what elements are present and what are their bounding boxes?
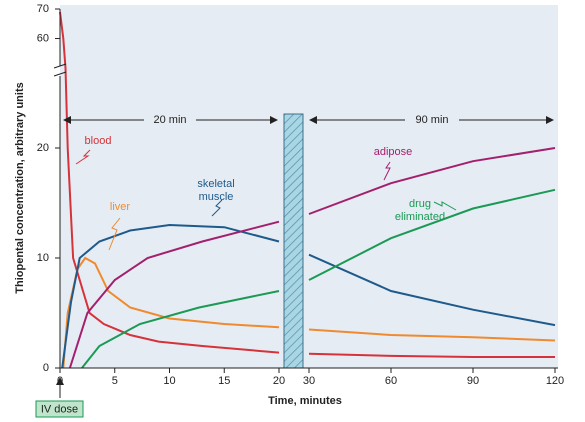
y-axis-label: Thiopental concentration, arbitrary unit… (14, 82, 26, 293)
y-tick-label: 60 (37, 32, 49, 44)
x-tick-label: 0 (57, 375, 63, 387)
interval-label: 20 min (153, 114, 186, 126)
interval-label: 90 min (415, 114, 448, 126)
x-tick-label: 10 (163, 375, 175, 387)
x-tick-label: 90 (467, 375, 479, 387)
series-label: drug eliminated (394, 198, 446, 223)
x-tick-label: 5 (112, 375, 118, 387)
series-line (81, 188, 556, 369)
x-tick-label: 30 (303, 375, 315, 387)
x-tick-label: 20 (273, 375, 285, 387)
dose-box (35, 400, 84, 418)
axis-break (53, 63, 67, 69)
axis-break (53, 71, 67, 77)
y-tick-label: 10 (37, 252, 49, 264)
series-label: blood (84, 135, 112, 147)
x-tick-label: 15 (218, 375, 230, 387)
pointer (383, 161, 391, 181)
pointer (108, 217, 121, 251)
series-label: adipose (373, 146, 413, 158)
pointer (75, 149, 91, 165)
series-label: liver (109, 201, 131, 213)
dose-label: IV dose (41, 403, 78, 415)
x-axis-label: Time, minutes (268, 395, 342, 407)
y-tick-label: 20 (37, 142, 49, 154)
series-line (68, 147, 556, 369)
pointer (211, 199, 223, 217)
series-label: skeletal muscle (197, 178, 235, 203)
plot-background (60, 5, 558, 368)
x-tick-label: 120 (546, 375, 564, 387)
series-line (59, 11, 555, 358)
y-tick-label: 70 (37, 3, 49, 15)
pointer (433, 201, 457, 211)
break-bar (283, 113, 304, 369)
x-tick-label: 60 (385, 375, 397, 387)
y-tick-label: 0 (43, 362, 49, 374)
